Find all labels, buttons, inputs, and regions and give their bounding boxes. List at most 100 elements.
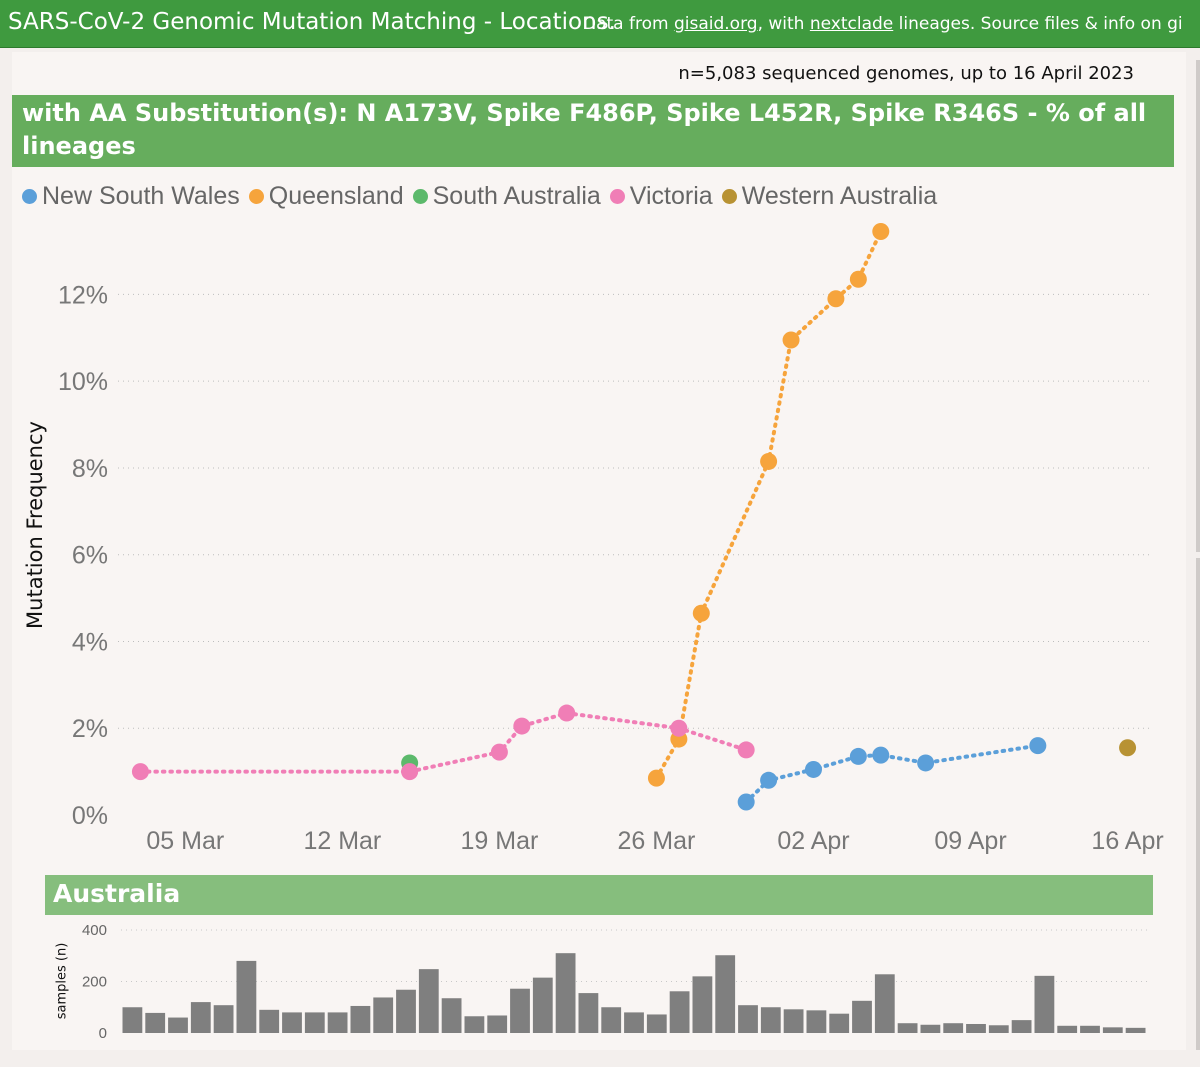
info-suffix: lineages. Source files & info on gi [893,14,1183,34]
sample-bar [829,1013,850,1033]
legend-item[interactable]: Western Australia [721,182,937,211]
region-title: Australia [45,875,1153,915]
chart-title: with AA Substitution(s): N A173V, Spike … [12,95,1174,167]
sample-bar [1034,975,1055,1033]
legend-marker [22,188,37,204]
sample-bar [122,1007,143,1033]
bar-y-tick-label: 200 [82,974,107,991]
data-point [737,741,755,759]
sample-bar [1125,1027,1146,1033]
sample-bar [145,1012,166,1033]
legend-marker [721,188,737,204]
legend-marker [412,188,428,204]
x-tick-label: 09 Apr [934,827,1006,855]
sample-bar [897,1023,918,1033]
sample-bar [236,960,257,1033]
y-axis-label: Mutation Frequency [23,421,47,629]
sample-bar [578,993,599,1033]
sample-bar [213,1005,234,1033]
data-point [849,270,867,288]
sample-bar [943,1023,964,1033]
x-tick-label: 26 Mar [618,827,696,855]
sample-bar [259,1009,280,1033]
x-tick-label: 19 Mar [460,827,538,855]
gisaid-link[interactable]: gisaid.org [673,14,758,34]
sample-bar [396,989,416,1033]
chart-legend: New South Wales Queensland South Australia… [22,180,946,212]
y-tick-label: 10% [58,368,108,396]
bar-y-tick-label: 400 [82,922,107,939]
sample-bar [601,1007,622,1033]
bar-y-tick-label: 0 [99,1025,107,1042]
legend-label: South Australia [432,181,601,210]
right-panel-edge [1196,60,1200,552]
sample-bar [418,969,439,1033]
data-point [1119,739,1137,757]
info-prefix: Data from [583,14,674,34]
sample-bar [190,1002,211,1033]
legend-item[interactable]: Victoria [609,182,713,211]
data-point [872,746,890,764]
sample-bar [669,991,690,1033]
sample-bar [966,1023,986,1033]
sample-bar [1102,1027,1123,1033]
sample-bar [168,1017,188,1033]
sample-bar [282,1012,302,1033]
x-tick-label: 12 Mar [303,827,381,855]
data-point [782,331,800,349]
data-point [490,743,508,761]
data-point [917,754,935,772]
sample-bar [715,955,736,1033]
data-point [827,290,845,308]
data-point [401,763,419,781]
sample-bar [441,998,462,1033]
data-point [558,704,576,722]
sample-bar [1080,1025,1100,1033]
series-line [138,711,749,774]
y-tick-label: 0% [72,802,108,830]
series-line [744,743,1040,804]
data-point [1029,737,1047,755]
sample-bar [555,953,576,1033]
sample-bar [350,1005,371,1033]
data-point [760,452,778,470]
app-header: SARS-CoV-2 Genomic Mutation Matching - L… [0,0,1200,48]
data-point [692,604,710,622]
sample-bar [852,1000,872,1033]
sample-bar [738,1005,758,1033]
sample-bar [532,977,553,1033]
sample-bar [783,1009,804,1033]
sample-bar [304,1012,325,1033]
sample-bar [373,997,394,1033]
sample-bar [646,1014,667,1033]
y-tick-label: 2% [72,715,108,743]
sample-bar [806,1010,827,1033]
sample-bar [327,1012,348,1033]
series-line [654,229,883,781]
sample-bar [487,1015,508,1033]
data-point [760,771,778,789]
sample-bar [692,976,713,1033]
data-source-info: Data from gisaid.org, with nextclade lin… [583,14,1183,34]
sample-bar [624,1012,644,1033]
sample-bar [760,1007,781,1033]
data-point [647,769,665,787]
sample-bar [1057,1025,1078,1033]
sample-bar [464,1016,485,1033]
sample-bar [920,1024,941,1033]
right-panel-edge-lower [1196,558,1200,1050]
x-tick-label: 02 Apr [777,827,849,855]
legend-item[interactable]: South Australia [412,181,601,211]
data-point [872,223,890,241]
sample-bar [1011,1020,1032,1033]
x-tick-label: 16 Apr [1091,827,1163,855]
samples-axis-label: samples (n) [54,942,70,1020]
legend-item[interactable]: Queensland [248,182,404,211]
info-middle: , with [757,14,810,34]
legend-item[interactable]: New South Wales [22,182,240,211]
data-point [804,760,822,778]
y-tick-label: 12% [58,281,108,309]
nextclade-link[interactable]: nextclade [809,14,894,34]
data-point [513,717,531,735]
